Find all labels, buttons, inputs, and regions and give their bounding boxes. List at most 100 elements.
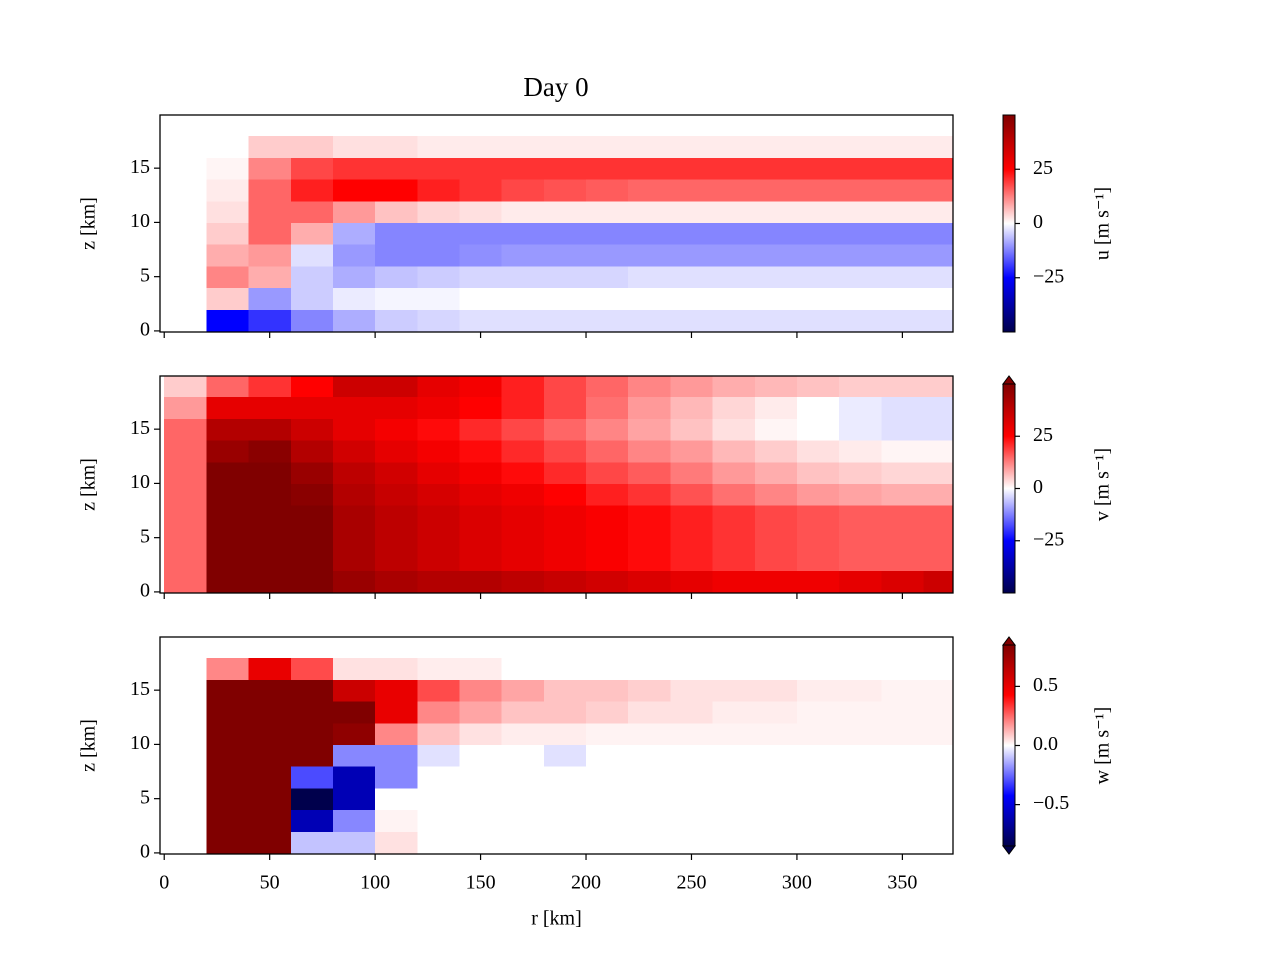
heatmap-cell bbox=[628, 701, 671, 724]
heatmap-cell bbox=[248, 526, 292, 550]
heatmap-cell bbox=[923, 200, 953, 224]
heatmap-cell bbox=[881, 679, 925, 702]
heatmap-cell bbox=[881, 376, 925, 398]
heatmap-cell bbox=[206, 396, 250, 419]
heatmap-cell bbox=[796, 115, 840, 137]
heatmap-cell bbox=[459, 135, 503, 158]
heatmap-cell bbox=[628, 222, 671, 245]
heatmap-cell bbox=[923, 440, 953, 463]
heatmap-cell bbox=[417, 376, 461, 398]
heatmap-cell bbox=[839, 200, 882, 224]
y-tick-label: 10 bbox=[130, 471, 150, 493]
heatmap-cell bbox=[206, 265, 250, 289]
colorbar bbox=[1003, 645, 1015, 846]
y-tick-label: 5 bbox=[140, 786, 150, 808]
heatmap-cell bbox=[543, 548, 587, 571]
heatmap-cell bbox=[754, 679, 798, 702]
heatmap-cell bbox=[670, 135, 714, 158]
heatmap-cell bbox=[164, 157, 207, 180]
heatmap-cell bbox=[628, 831, 671, 854]
heatmap-cell bbox=[670, 418, 714, 441]
heatmap-cell bbox=[501, 265, 545, 289]
heatmap-cell bbox=[332, 526, 376, 550]
heatmap-cell bbox=[839, 657, 882, 680]
heatmap-cell bbox=[206, 809, 250, 832]
heatmap-cell bbox=[501, 483, 545, 506]
heatmap-cell bbox=[375, 287, 418, 310]
heatmap-cell bbox=[417, 157, 461, 180]
heatmap-cell bbox=[923, 287, 953, 310]
heatmap-cell bbox=[206, 701, 250, 724]
heatmap-cell bbox=[712, 722, 756, 746]
heatmap-cell bbox=[881, 222, 925, 245]
heatmap-cell bbox=[543, 200, 587, 224]
y-tick-label: 0 bbox=[140, 841, 150, 863]
heatmap-cell bbox=[543, 244, 587, 267]
heatmap-cell bbox=[586, 396, 629, 419]
heatmap-cell bbox=[332, 200, 376, 224]
heatmap-cell bbox=[459, 376, 503, 398]
heatmap-cell bbox=[290, 115, 334, 137]
heatmap-cell bbox=[459, 200, 503, 224]
heatmap-cell bbox=[543, 766, 587, 789]
heatmap-cell bbox=[628, 376, 671, 398]
x-tick-label: 100 bbox=[360, 872, 390, 894]
heatmap-cell bbox=[796, 526, 840, 550]
heatmap-cell bbox=[417, 222, 461, 245]
heatmap-cell bbox=[670, 744, 714, 767]
heatmap-cell bbox=[670, 657, 714, 680]
heatmap-cell bbox=[754, 179, 798, 202]
colorbar-extend bbox=[1002, 636, 1016, 646]
heatmap-cell bbox=[839, 376, 882, 398]
heatmap-cell bbox=[459, 418, 503, 441]
heatmap-cell bbox=[628, 244, 671, 267]
y-tick-label: 10 bbox=[130, 210, 150, 232]
heatmap-cell bbox=[501, 787, 545, 811]
heatmap-cell bbox=[290, 744, 334, 767]
heatmap-cell bbox=[417, 244, 461, 267]
heatmap-cell bbox=[375, 179, 418, 202]
heatmap-cell bbox=[754, 135, 798, 158]
heatmap-cell bbox=[164, 222, 207, 245]
heatmap-cell bbox=[586, 115, 629, 137]
heatmap-cell bbox=[164, 548, 207, 571]
heatmap-cell bbox=[290, 135, 334, 158]
heatmap-cell bbox=[670, 570, 714, 593]
heatmap-cell bbox=[923, 701, 953, 724]
heatmap-cell bbox=[543, 222, 587, 245]
heatmap-cell bbox=[586, 376, 629, 398]
colorbar-tick-label: −25 bbox=[1033, 265, 1064, 287]
heatmap-cell bbox=[796, 265, 840, 289]
heatmap-cell bbox=[206, 787, 250, 811]
heatmap-cell bbox=[628, 115, 671, 137]
heatmap-cell bbox=[923, 526, 953, 550]
heatmap-cell bbox=[796, 179, 840, 202]
heatmap-cell bbox=[375, 200, 418, 224]
heatmap-cell bbox=[206, 115, 250, 137]
heatmap-cell bbox=[712, 396, 756, 419]
heatmap-cell bbox=[796, 722, 840, 746]
y-axis-label: z [km] bbox=[78, 197, 100, 250]
heatmap-cell bbox=[543, 505, 587, 528]
heatmap-cell bbox=[543, 309, 587, 332]
heatmap-cell bbox=[712, 831, 756, 854]
heatmap-cell bbox=[164, 483, 207, 506]
heatmap-cell bbox=[796, 505, 840, 528]
heatmap-cell bbox=[586, 809, 629, 832]
heatmap-cell bbox=[712, 461, 756, 485]
heatmap-cell bbox=[501, 287, 545, 310]
heatmap-cell bbox=[248, 679, 292, 702]
heatmap-cell bbox=[417, 679, 461, 702]
heatmap-cell bbox=[670, 157, 714, 180]
heatmap-cell bbox=[796, 548, 840, 571]
heatmap-cell bbox=[290, 461, 334, 485]
heatmap-cell bbox=[332, 222, 376, 245]
heatmap-cell bbox=[754, 200, 798, 224]
heatmap-cell bbox=[754, 570, 798, 593]
heatmap-cell bbox=[164, 200, 207, 224]
heatmap-cell bbox=[290, 483, 334, 506]
heatmap-cell bbox=[839, 418, 882, 441]
heatmap-cell bbox=[417, 526, 461, 550]
heatmap-cell bbox=[332, 722, 376, 746]
heatmap-cell bbox=[586, 309, 629, 332]
